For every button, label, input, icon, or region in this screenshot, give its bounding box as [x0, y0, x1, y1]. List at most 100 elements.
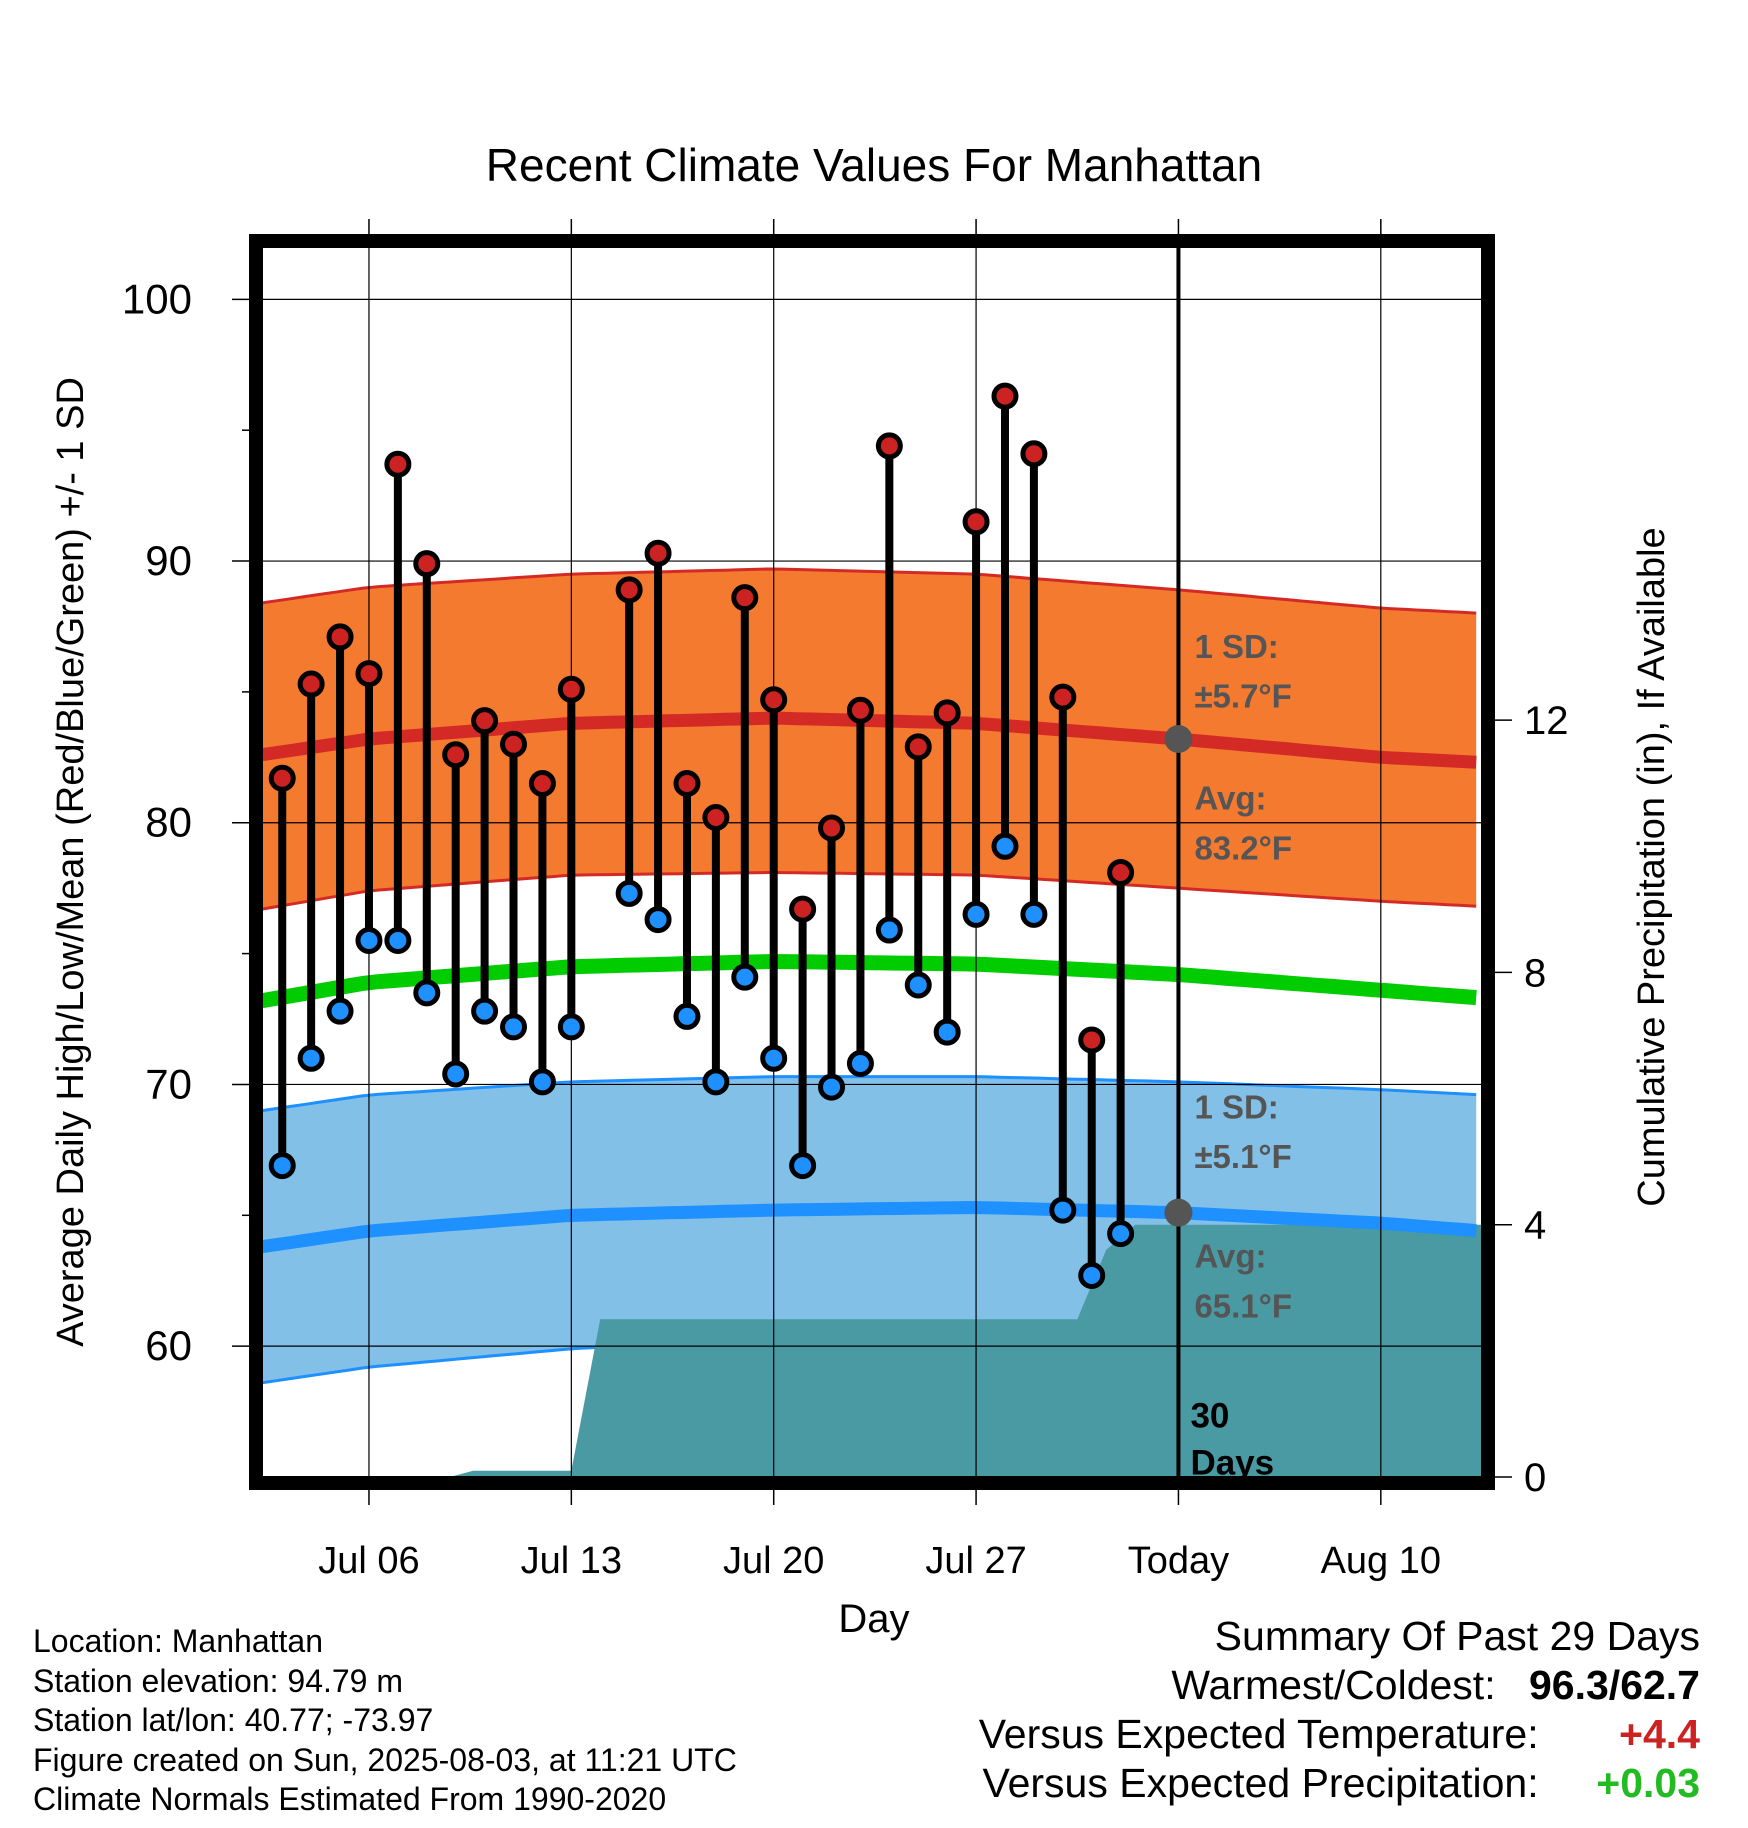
x-tick-label-0: Jul 06 — [318, 1540, 419, 1582]
plot-overlay: 1 SD: ±5.7°F Avg: 83.2°F 1 SD: ±5.1°F Avg: 65.1… — [268, 382, 1292, 1482]
high-point-13 — [644, 539, 672, 567]
low-point-9 — [528, 1068, 556, 1096]
high-point-12 — [615, 576, 643, 604]
x-tick-label-4: Today — [1128, 1540, 1229, 1582]
high-sd-lower-line — [262, 870, 1477, 911]
high-point-18 — [789, 895, 817, 923]
low-point-8 — [500, 1013, 528, 1041]
low-sd-upper-line — [262, 1075, 1477, 1113]
summary-temperature: Versus Expected Temperature: +4.4 — [979, 1710, 1700, 1759]
y2-tick-label-0: 0 — [1524, 1456, 1546, 1500]
high-point-26 — [1020, 440, 1048, 468]
low-point-21 — [875, 916, 903, 944]
x-tick-label-3: Jul 27 — [925, 1540, 1026, 1582]
low-point-18 — [789, 1152, 817, 1180]
x-tick-label-1: Jul 13 — [521, 1540, 622, 1582]
summary-precipitation: Versus Expected Precipitation: +0.03 — [979, 1759, 1701, 1808]
low-point-28 — [1078, 1261, 1106, 1289]
y-tick-label-0: 60 — [145, 1322, 192, 1369]
high-sd-upper-line — [262, 567, 1477, 615]
low-point-10 — [557, 1013, 585, 1041]
high-sd-value: ±5.7°F — [1194, 678, 1291, 715]
low-point-16 — [731, 963, 759, 991]
low-point-12 — [615, 879, 643, 907]
high-point-10 — [557, 675, 585, 703]
low-point-7 — [471, 997, 499, 1025]
high-point-8 — [500, 730, 528, 758]
high-sd-label: 1 SD: — [1194, 628, 1278, 665]
y2-tick-label-3: 12 — [1524, 699, 1569, 743]
summary-title: Summary Of Past 29 Days — [1214, 1613, 1700, 1659]
low-point-4 — [384, 927, 412, 955]
low-point-13 — [644, 906, 672, 934]
low-avg-value: 65.1°F — [1194, 1287, 1292, 1324]
high-point-16 — [731, 584, 759, 612]
y2-tick-label-1: 4 — [1524, 1204, 1546, 1248]
y-axis-label: Average Daily High/Low/Mean (Red/Blue/Gr… — [50, 377, 92, 1347]
low-sd-label: 1 SD: — [1194, 1088, 1278, 1125]
high-point-9 — [528, 769, 556, 797]
high-point-14 — [673, 769, 701, 797]
high-point-6 — [442, 741, 470, 769]
high-point-27 — [1049, 683, 1077, 711]
low-point-1 — [297, 1044, 325, 1072]
metadata-elevation: Station elevation: 94.79 m — [33, 1662, 404, 1699]
today-low-avg-marker — [1164, 1198, 1193, 1227]
high-point-15 — [702, 804, 730, 832]
metadata-latlon: Station lat/lon: 40.77; -73.97 — [33, 1702, 434, 1738]
low-point-26 — [1020, 900, 1048, 928]
low-point-25 — [991, 832, 1019, 860]
precipitation-label: Versus Expected Precipitation: — [982, 1760, 1539, 1806]
today-days-label: Days — [1190, 1443, 1274, 1482]
x-axis-label: Day — [838, 1597, 909, 1641]
metadata-created: Figure created on Sun, 2025-08-03, at 11… — [33, 1741, 737, 1778]
y2-tick-label-2: 8 — [1524, 951, 1546, 995]
low-point-0 — [268, 1152, 296, 1180]
metadata-normals: Climate Normals Estimated From 1990-2020 — [33, 1781, 667, 1817]
high-point-19 — [818, 814, 846, 842]
low-point-23 — [933, 1018, 961, 1046]
station-metadata: Location: Manhattan Station elevation: 9… — [33, 1622, 737, 1820]
y-tick-label-4: 100 — [122, 275, 192, 322]
mean-average-line — [262, 954, 1477, 1009]
low-point-5 — [413, 979, 441, 1007]
low-point-29 — [1107, 1220, 1135, 1248]
summary-panel: Summary Of Past 29 Days Warmest/Coldest:… — [979, 1612, 1700, 1808]
low-sd-value: ±5.1°F — [1194, 1138, 1291, 1175]
low-point-14 — [673, 1002, 701, 1030]
plot-frame — [249, 234, 1495, 1490]
low-point-20 — [846, 1050, 874, 1078]
precipitation-value: +0.03 — [1596, 1760, 1700, 1806]
low-point-24 — [962, 900, 990, 928]
summary-warmest-coldest: Warmest/Coldest: 96.3/62.7 — [979, 1661, 1700, 1710]
high-point-0 — [268, 764, 296, 792]
high-point-29 — [1107, 858, 1135, 886]
low-point-3 — [355, 927, 383, 955]
today-high-avg-marker — [1164, 725, 1193, 753]
low-point-6 — [442, 1060, 470, 1088]
temperature-label: Versus Expected Temperature: — [978, 1711, 1539, 1757]
high-point-7 — [471, 707, 499, 735]
low-point-27 — [1049, 1196, 1077, 1224]
low-point-19 — [818, 1073, 846, 1101]
low-point-17 — [760, 1044, 788, 1072]
today-days-number: 30 — [1190, 1396, 1229, 1435]
high-sd-band — [262, 569, 1477, 910]
plot-area — [262, 247, 1482, 1477]
high-point-24 — [962, 508, 990, 536]
x-tick-label-5: Aug 10 — [1321, 1540, 1441, 1582]
high-point-17 — [760, 686, 788, 714]
low-average-line — [262, 1200, 1477, 1254]
warmest-coldest-value: 96.3/62.7 — [1529, 1662, 1700, 1708]
high-point-4 — [384, 450, 412, 478]
high-point-25 — [991, 382, 1019, 410]
high-point-1 — [297, 670, 325, 698]
high-point-3 — [355, 660, 383, 688]
low-point-2 — [326, 997, 354, 1025]
high-point-5 — [413, 550, 441, 578]
high-point-22 — [904, 733, 932, 761]
high-point-2 — [326, 623, 354, 651]
temperature-value: +4.4 — [1619, 1711, 1700, 1757]
axes: Jul 06 Jul 13 Jul 20 Jul 27 Today Aug 10 60 70 8… — [122, 219, 1569, 1582]
